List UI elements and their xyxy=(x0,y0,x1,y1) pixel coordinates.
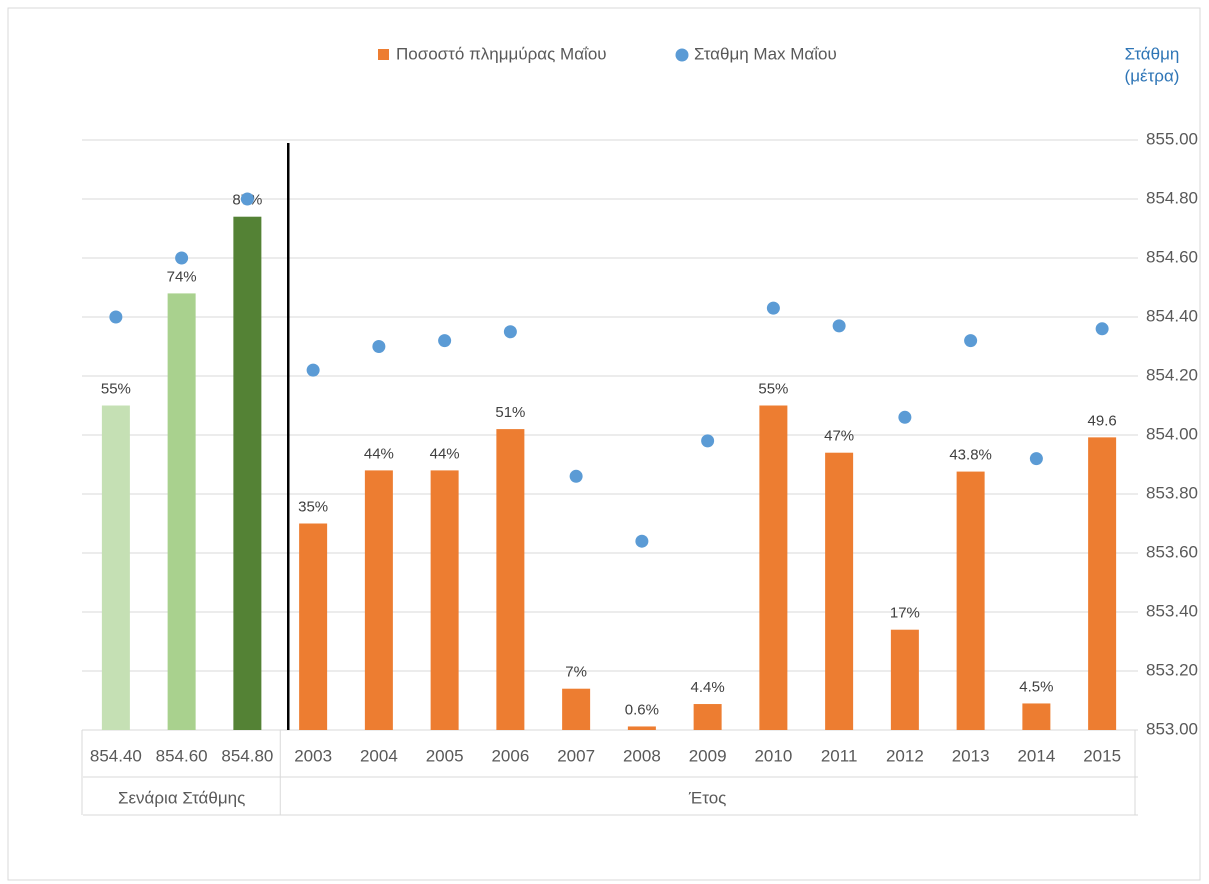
group-label: Έτος xyxy=(688,788,726,807)
x-tick-label: 2015 xyxy=(1083,746,1121,765)
data-label: 4.4% xyxy=(691,679,725,696)
bar xyxy=(956,471,985,730)
point xyxy=(240,192,254,206)
point xyxy=(438,334,452,348)
bar xyxy=(825,452,854,730)
bar xyxy=(1022,703,1051,730)
x-tick-label: 2006 xyxy=(491,746,529,765)
y2-tick-label: 854.20 xyxy=(1146,365,1198,384)
bar xyxy=(101,405,130,730)
bar xyxy=(299,523,328,730)
point xyxy=(964,334,978,348)
data-label: 43.8% xyxy=(949,447,992,464)
y2-tick-label: 854.40 xyxy=(1146,306,1198,325)
y2-tick-label: 853.40 xyxy=(1146,601,1198,620)
x-tick-label: 2011 xyxy=(821,746,858,765)
legend-label: Ποσοστό πλημμύρας Μαΐου xyxy=(396,44,607,63)
bar xyxy=(759,405,788,730)
y2-tick-label: 853.80 xyxy=(1146,483,1198,502)
chart-border xyxy=(7,7,1201,881)
bar xyxy=(1088,437,1117,730)
data-label: 44% xyxy=(364,445,394,462)
bar xyxy=(562,688,591,730)
y2-tick-label: 855.00 xyxy=(1146,129,1198,148)
data-label: 7% xyxy=(565,664,587,681)
bar xyxy=(233,216,262,730)
legend-swatch xyxy=(378,49,389,60)
legend-label: Σταθμη Max Μαΐου xyxy=(694,44,837,63)
bar xyxy=(496,429,525,730)
y2-tick-label: 853.20 xyxy=(1146,660,1198,679)
legend-swatch xyxy=(675,48,689,62)
point xyxy=(306,363,320,377)
x-tick-label: 2007 xyxy=(557,746,595,765)
point xyxy=(832,319,846,333)
point xyxy=(109,310,123,324)
data-label: 49.6 xyxy=(1088,412,1117,429)
point xyxy=(1029,452,1043,466)
x-tick-label: 2013 xyxy=(952,746,990,765)
point xyxy=(635,534,649,548)
data-label: 35% xyxy=(298,498,328,515)
data-label: 74% xyxy=(167,268,197,285)
data-label: 17% xyxy=(890,605,920,622)
x-tick-label: 2008 xyxy=(623,746,661,765)
y2-tick-label: 854.60 xyxy=(1146,247,1198,266)
bar xyxy=(430,470,459,730)
data-label: 44% xyxy=(430,445,460,462)
point xyxy=(766,301,780,315)
point xyxy=(503,325,517,339)
y2-tick-label: 854.00 xyxy=(1146,424,1198,443)
x-tick-label: 2004 xyxy=(360,746,398,765)
point xyxy=(1095,322,1109,336)
x-tick-label: 2010 xyxy=(754,746,792,765)
data-label: 47% xyxy=(824,428,854,445)
y2-axis-title: Στάθμη xyxy=(1125,44,1180,63)
x-tick-label: 2012 xyxy=(886,746,924,765)
bar xyxy=(627,726,656,730)
point xyxy=(372,340,386,353)
data-label: 0.6% xyxy=(625,701,659,718)
point xyxy=(898,410,912,424)
bar xyxy=(890,629,919,730)
data-label: 4.5% xyxy=(1019,678,1053,695)
x-tick-label: 2009 xyxy=(689,746,727,765)
y2-tick-label: 853.00 xyxy=(1146,719,1198,738)
point xyxy=(175,251,189,265)
group-label: Σενάρια Στάθμης xyxy=(118,788,245,807)
x-tick-label: 2014 xyxy=(1017,746,1055,765)
x-tick-label: 854.60 xyxy=(156,746,208,765)
x-tick-label: 2003 xyxy=(294,746,332,765)
y2-axis-title: (μέτρα) xyxy=(1125,66,1180,85)
bar xyxy=(167,293,196,730)
bar xyxy=(693,704,722,730)
data-label: 51% xyxy=(495,404,525,421)
y2-tick-label: 853.60 xyxy=(1146,542,1198,561)
bar xyxy=(364,470,393,730)
point xyxy=(569,469,583,483)
x-tick-label: 2005 xyxy=(426,746,464,765)
x-tick-label: 854.40 xyxy=(90,746,142,765)
x-tick-label: 854.80 xyxy=(221,746,273,765)
point xyxy=(701,434,715,448)
data-label: 55% xyxy=(758,380,788,397)
y2-tick-label: 854.80 xyxy=(1146,188,1198,207)
data-label: 55% xyxy=(101,380,131,397)
